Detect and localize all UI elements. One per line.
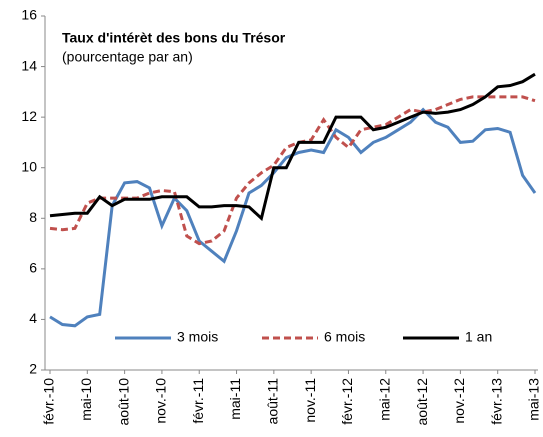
x-tick-label: août-11 [265, 378, 281, 425]
x-tick-label: nov.-11 [302, 378, 318, 423]
x-tick-label: nov.-10 [153, 378, 169, 424]
legend-label: 6 mois [324, 329, 365, 345]
x-tick-label: mai-10 [78, 378, 94, 421]
x-tick-label: mai-11 [227, 378, 243, 420]
y-tick-label: 14 [21, 57, 37, 73]
legend-label: 1 an [465, 329, 492, 345]
y-tick-label: 8 [29, 209, 37, 225]
series-line [49, 72, 536, 222]
series-line [49, 107, 537, 328]
y-tick-label: 16 [21, 7, 37, 23]
x-tick-label: mai-13 [526, 378, 542, 421]
x-tick-label: févr.-13 [488, 378, 504, 425]
chart-title: Taux d'intérèt des bons du Trésor [62, 30, 286, 46]
y-tick-label: 12 [21, 108, 37, 124]
series-line [49, 95, 536, 246]
x-tick-label: août-10 [115, 378, 131, 426]
x-tick-label: févr.-12 [339, 378, 355, 425]
x-tick-label: févr.-10 [41, 378, 57, 425]
y-tick-label: 2 [29, 361, 37, 377]
x-tick-label: nov.-12 [451, 378, 467, 424]
chart-subtitle: (pourcentage par an) [62, 49, 193, 65]
x-tick-label: févr.-11 [190, 378, 206, 424]
legend-label: 3 mois [177, 329, 218, 345]
y-tick-label: 10 [21, 158, 37, 174]
x-tick-label: août-12 [414, 378, 430, 426]
x-tick-label: mai-12 [376, 378, 392, 421]
y-tick-label: 4 [29, 310, 37, 326]
y-tick-label: 6 [29, 260, 37, 276]
